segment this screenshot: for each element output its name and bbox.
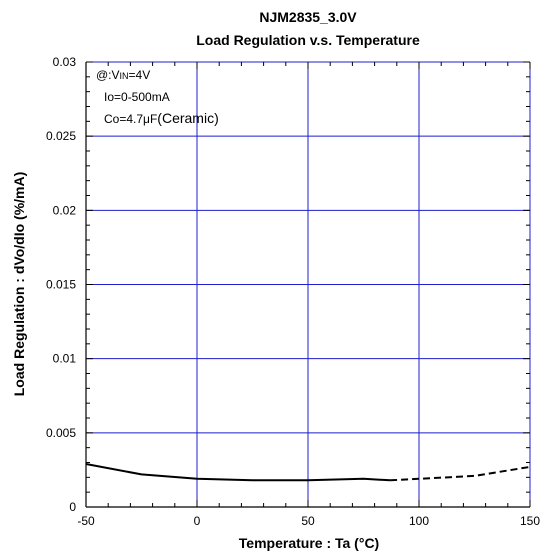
y-tick-label: 0.03 [53,55,77,69]
series-line-dashed [390,465,531,482]
y-tick-label: 0.005 [46,426,76,440]
y-tick-label: 0 [69,500,76,514]
annotation-io: Io=0-500mA [104,90,170,104]
chart-title: NJM2835_3.0V [259,9,357,25]
series-line-solid [85,463,391,482]
axis-ticks [85,61,531,508]
x-tick-label: -50 [77,514,95,528]
y-tick-label: 0.02 [53,203,77,217]
y-axis-title: Load Regulation : dVo/dIo (%/mA) [11,172,27,397]
chart-subtitle: Load Regulation v.s. Temperature [196,32,420,48]
x-tick-label: 150 [520,514,540,528]
annotation-co: Co=4.7μF(Ceramic) [104,110,219,126]
series-lines [85,463,531,482]
y-tick-label: 0.015 [46,278,76,292]
x-axis-title: Temperature : Ta (°C) [239,535,379,551]
y-tick-label: 0.01 [53,352,77,366]
grid [86,62,530,507]
y-tick-label: 0.025 [46,129,76,143]
test-conditions-annotation: @:VIN=4V Io=0-500mA Co=4.7μF(Ceramic) [96,68,219,126]
x-tick-label: 0 [194,514,201,528]
annotation-vin: @:VIN=4V [96,68,150,82]
x-tick-label: 100 [409,514,429,528]
x-tick-label: 50 [301,514,315,528]
